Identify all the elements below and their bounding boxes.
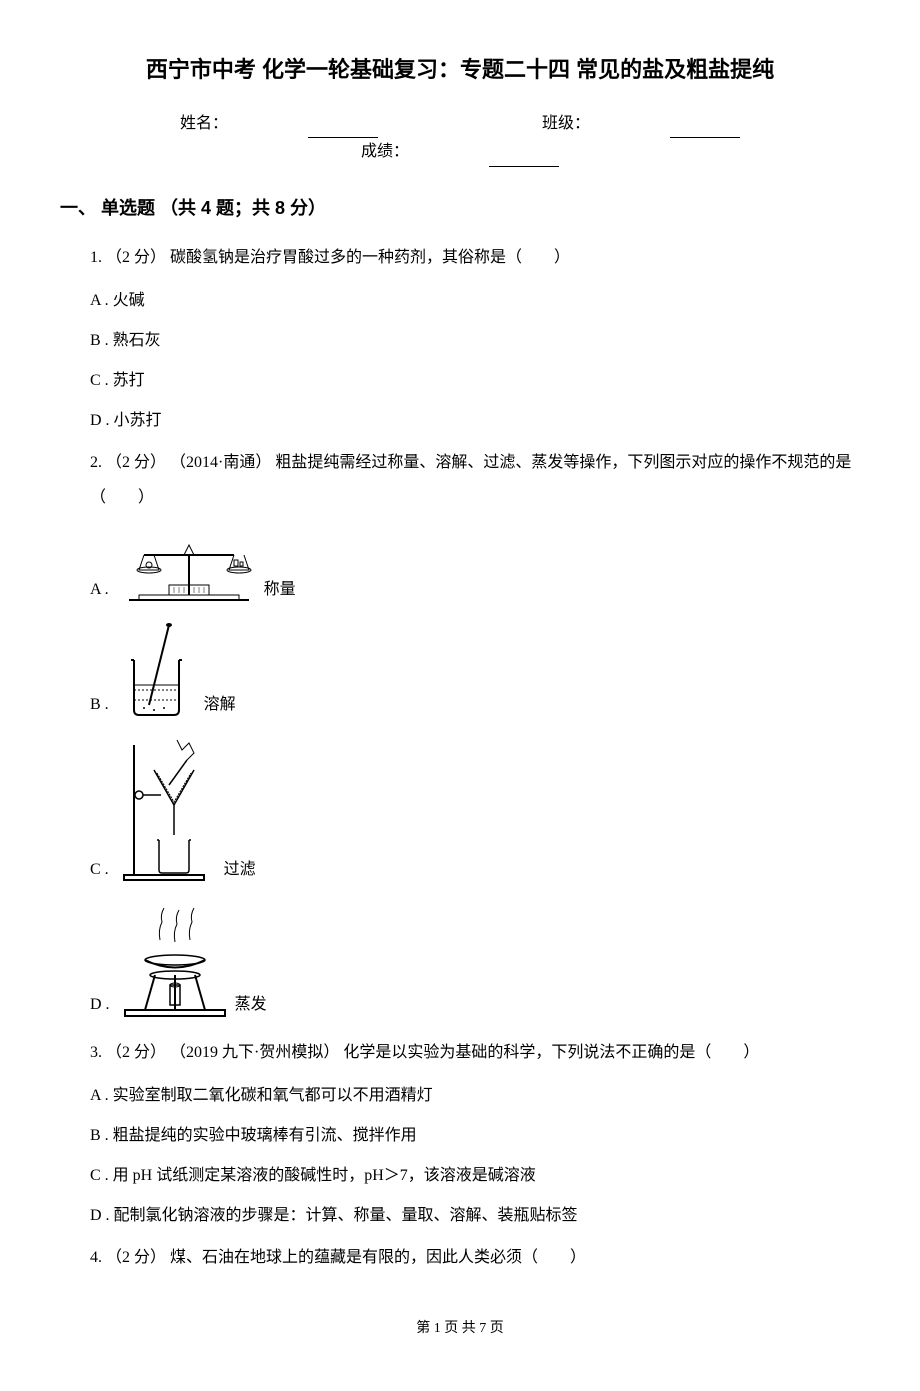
q3-option-c: C . 用 pH 试纸测定某溶液的酸碱性时，pH＞7，该溶液是碱溶液	[90, 1160, 860, 1192]
q2-d-label: D .	[90, 991, 110, 1020]
score-label: 成绩：	[361, 143, 409, 160]
q3-option-a: A . 实验室制取二氧化碳和氧气都可以不用酒精灯	[90, 1080, 860, 1112]
q3-option-b: B . 粗盐提纯的实验中玻璃棒有引流、搅拌作用	[90, 1120, 860, 1152]
q2-a-label: A .	[90, 576, 109, 605]
name-label: 姓名：	[180, 115, 228, 132]
section-header: 一、 单选题 （共 4 题；共 8 分）	[60, 192, 860, 224]
q2-option-d: D . 蒸发	[90, 900, 860, 1020]
q2-d-after: 蒸发	[235, 991, 267, 1020]
q2-option-b: B . 溶解	[90, 620, 860, 720]
score-blank	[489, 166, 559, 167]
q2-c-after: 过滤	[224, 856, 256, 885]
q1-option-a: A . 火碱	[90, 285, 860, 317]
score-field: 成绩：	[321, 143, 599, 160]
q2-option-c: C . 过滤	[90, 735, 860, 885]
filter-apparatus-icon	[119, 735, 219, 885]
name-field: 姓名：	[140, 115, 422, 132]
balance-scale-icon	[119, 525, 259, 605]
q2-b-label: B .	[90, 691, 109, 720]
question-2-text: 2. （2 分） （2014·南通） 粗盐提纯需经过称量、溶解、过滤、蒸发等操作…	[90, 445, 860, 515]
info-row: 姓名： 班级： 成绩：	[60, 110, 860, 168]
class-label: 班级：	[542, 115, 590, 132]
q1-option-b: B . 熟石灰	[90, 325, 860, 357]
q2-c-label: C .	[90, 856, 109, 885]
class-field: 班级：	[502, 115, 780, 132]
q2-a-after: 称量	[264, 576, 296, 605]
q2-b-after: 溶解	[204, 691, 236, 720]
question-3-text: 3. （2 分） （2019 九下·贺州模拟） 化学是以实验为基础的科学，下列说…	[90, 1035, 860, 1070]
q1-option-d: D . 小苏打	[90, 405, 860, 437]
question-1-text: 1. （2 分） 碳酸氢钠是治疗胃酸过多的一种药剂，其俗称是（ ）	[90, 240, 860, 275]
name-blank	[308, 137, 378, 138]
evaporate-dish-icon	[120, 900, 230, 1020]
page-footer: 第 1 页 共 7 页	[60, 1316, 860, 1341]
class-blank	[670, 137, 740, 138]
question-4-text: 4. （2 分） 煤、石油在地球上的蕴藏是有限的，因此人类必须（ ）	[90, 1240, 860, 1275]
page-title: 西宁市中考 化学一轮基础复习：专题二十四 常见的盐及粗盐提纯	[60, 50, 860, 90]
q3-option-d: D . 配制氯化钠溶液的步骤是：计算、称量、量取、溶解、装瓶贴标签	[90, 1200, 860, 1232]
q1-option-c: C . 苏打	[90, 365, 860, 397]
q2-option-a: A . 称量	[90, 525, 860, 605]
beaker-stirring-icon	[119, 620, 199, 720]
